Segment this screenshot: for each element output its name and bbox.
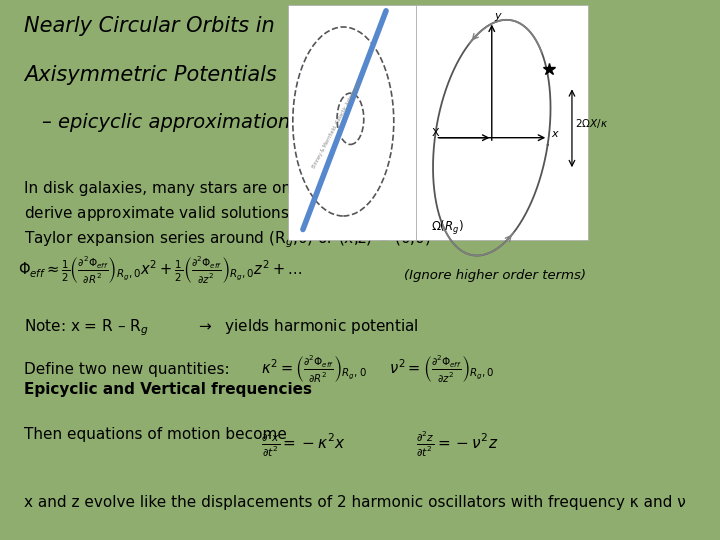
Bar <box>415 5 588 240</box>
Text: x and z evolve like the displacements of 2 harmonic oscillators with frequency κ: x and z evolve like the displacements of… <box>24 495 685 510</box>
Bar <box>288 5 415 240</box>
Text: (Ignore higher order terms): (Ignore higher order terms) <box>404 269 586 282</box>
Text: Axisymmetric Potentials: Axisymmetric Potentials <box>24 65 276 85</box>
Text: derive approximate valid solutions to d$^2$R/dt$^2$ and d$^2$z/dt$^2$.: derive approximate valid solutions to d$… <box>24 202 466 224</box>
Text: Nearly Circular Orbits in: Nearly Circular Orbits in <box>24 16 274 36</box>
Text: $\frac{\partial^2 z}{\partial t^2} = -\nu^2 z$: $\frac{\partial^2 z}{\partial t^2} = -\n… <box>415 429 498 458</box>
Text: $\Phi_{eff} \approx \frac{1}{2}\left(\frac{\partial^2\Phi_{eff}}{\partial R^2}\r: $\Phi_{eff} \approx \frac{1}{2}\left(\fr… <box>18 254 302 286</box>
Text: In disk galaxies, many stars are on nearly circular orbits: In disk galaxies, many stars are on near… <box>24 181 454 196</box>
Text: Define two new quantities:: Define two new quantities: <box>24 362 230 377</box>
Text: x: x <box>552 129 558 139</box>
Text: $\kappa^2 = \left(\frac{\partial^2\Phi_{eff}}{\partial R^2}\right)_{R_g,0}$     : $\kappa^2 = \left(\frac{\partial^2\Phi_{… <box>261 354 495 386</box>
Ellipse shape <box>337 93 364 145</box>
Ellipse shape <box>293 27 394 216</box>
Text: Binney & Merrifield, Galactic Astronomy: Binney & Merrifield, Galactic Astronomy <box>312 80 362 168</box>
Text: y: y <box>494 11 501 21</box>
Text: Taylor expansion series around (R$_g$,0) or (x,z) = (0,0): Taylor expansion series around (R$_g$,0)… <box>24 230 431 250</box>
Text: X: X <box>431 127 438 138</box>
Text: Epicyclic and Vertical frequencies: Epicyclic and Vertical frequencies <box>24 382 312 397</box>
Text: Note: x = R – R$_g$          $\rightarrow$  yields harmonic potential: Note: x = R – R$_g$ $\rightarrow$ yields… <box>24 317 418 338</box>
Text: – epicyclic approximation: – epicyclic approximation <box>42 113 290 132</box>
Text: $\frac{\partial^2 x}{\partial t^2} = -\kappa^2 x$: $\frac{\partial^2 x}{\partial t^2} = -\k… <box>261 429 346 458</box>
Text: $\Omega(R_g)$: $\Omega(R_g)$ <box>431 219 464 237</box>
Text: Then equations of motion become: Then equations of motion become <box>24 427 287 442</box>
Text: $2\Omega X/\kappa$: $2\Omega X/\kappa$ <box>575 117 608 130</box>
